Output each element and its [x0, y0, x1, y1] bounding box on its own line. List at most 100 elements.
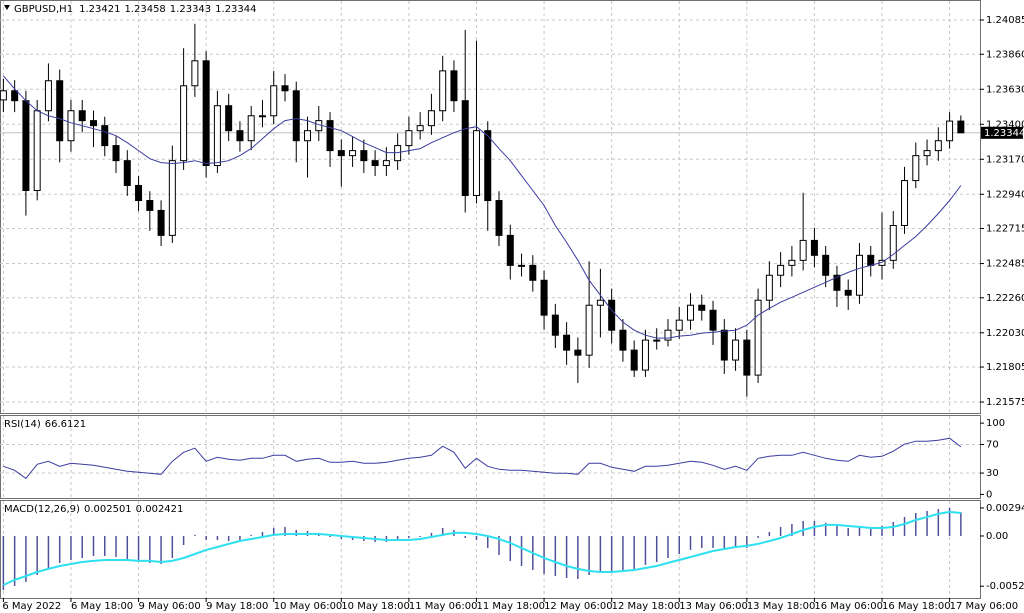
candle-body	[529, 264, 537, 281]
candle-body	[157, 209, 165, 236]
candle-body	[709, 309, 717, 331]
candle-body	[439, 70, 447, 112]
macd-title: MACD(12,26,9)	[4, 504, 80, 515]
x-tick-label: 13 May 18:00	[747, 601, 816, 612]
candle-body	[326, 120, 334, 152]
candle-body	[427, 110, 435, 127]
y-tick-label: 1.22940	[986, 189, 1024, 200]
candle-body	[912, 155, 920, 182]
candle-body	[123, 160, 131, 186]
candle-body	[810, 239, 818, 256]
y-tick-label: 100	[986, 418, 1005, 429]
x-tick-label: 10 May 18:00	[341, 601, 410, 612]
candle-body	[135, 184, 143, 202]
y-tick-label: 0	[986, 489, 992, 500]
candle-body	[934, 140, 942, 152]
y-tick-label: 1.22485	[986, 259, 1024, 270]
symbol: GBPUSD,H1	[14, 4, 73, 15]
last-price-label: 1.23344	[984, 128, 1024, 139]
x-tick-label: 13 May 06:00	[679, 601, 748, 612]
candle-body	[574, 349, 582, 356]
candle-body	[225, 105, 233, 132]
candle-body	[270, 85, 278, 117]
y-tick-label: 1.22030	[986, 328, 1024, 339]
candle-body	[0, 90, 7, 101]
candle-body	[281, 85, 289, 92]
header-open: 1.23421	[79, 4, 120, 15]
chart-header: GBPUSD,H1 1.23421 1.23458 1.23343 1.23344	[14, 4, 257, 15]
candle-body	[563, 334, 571, 351]
candle-body	[653, 339, 661, 342]
rsi-current: 66.6121	[45, 419, 86, 430]
panel-frame	[0, 0, 981, 414]
candle-body	[923, 150, 931, 157]
candle-body	[799, 239, 807, 261]
candle-body	[11, 90, 19, 102]
candle-body	[540, 279, 548, 316]
candle-body	[112, 145, 120, 162]
candle-body	[641, 339, 649, 371]
candle-body	[777, 264, 785, 276]
candle-body	[337, 150, 345, 157]
y-tick-label: 0.00	[986, 531, 1008, 542]
candle-body	[292, 90, 300, 142]
x-tick-label: 11 May 18:00	[476, 601, 545, 612]
candle-body	[258, 115, 266, 118]
candle-body	[202, 60, 210, 167]
y-tick-label: 1.21805	[986, 362, 1024, 373]
candle-body	[472, 130, 480, 197]
candle-body	[33, 110, 41, 191]
candle-body	[236, 130, 244, 142]
candle-body	[822, 254, 830, 276]
candle-body	[461, 100, 469, 197]
y-tick-label: 70	[986, 440, 999, 451]
candle-body	[304, 130, 312, 142]
candle-body	[585, 304, 593, 356]
candle-body	[22, 100, 30, 191]
rsi-title: RSI(14)	[4, 419, 41, 430]
y-tick-label: 1.23400	[986, 119, 1024, 130]
candle-body	[89, 120, 97, 127]
candle-body	[394, 145, 402, 162]
candle-body	[630, 349, 638, 371]
candle-body	[833, 274, 841, 291]
candle-body	[946, 120, 954, 142]
candle-body	[608, 299, 616, 331]
y-tick-label: 1.21575	[986, 397, 1024, 408]
header-icon	[4, 5, 10, 10]
candle-body	[765, 274, 773, 301]
candle-body	[168, 160, 176, 236]
candle-body	[687, 304, 695, 321]
y-tick-label: 1.23860	[986, 49, 1024, 60]
rsi-line	[3, 437, 962, 480]
candle-body	[788, 259, 796, 266]
candle-body	[664, 329, 672, 341]
candle-body	[56, 80, 64, 142]
candle-body	[698, 304, 706, 311]
candle-body	[44, 80, 52, 112]
x-tick-label: 12 May 18:00	[612, 601, 681, 612]
candle-body	[551, 314, 559, 336]
rsi-header: RSI(14) 66.6121	[4, 419, 86, 430]
x-tick-label: 6 May 2022	[2, 601, 61, 612]
candle-body	[495, 200, 503, 236]
x-tick-label: 9 May 18:00	[206, 601, 268, 612]
candle-body	[180, 85, 188, 162]
candle-body	[720, 329, 728, 361]
candle-body	[732, 339, 740, 361]
candle-body	[957, 120, 965, 134]
macd-main-current: 0.002501	[84, 504, 132, 515]
x-tick-label: 11 May 06:00	[409, 601, 478, 612]
y-tick-label: 1.24085	[986, 15, 1024, 26]
candle-body	[901, 180, 909, 226]
x-tick-label: 16 May 18:00	[882, 601, 951, 612]
y-tick-label: 0.002947	[986, 503, 1024, 514]
candle-body	[518, 264, 526, 267]
header-high: 1.23458	[124, 4, 165, 15]
candle-body	[844, 289, 852, 296]
candle-body	[371, 160, 379, 167]
candle-body	[867, 254, 875, 266]
x-tick-label: 9 May 06:00	[139, 601, 201, 612]
candle-body	[213, 105, 221, 167]
